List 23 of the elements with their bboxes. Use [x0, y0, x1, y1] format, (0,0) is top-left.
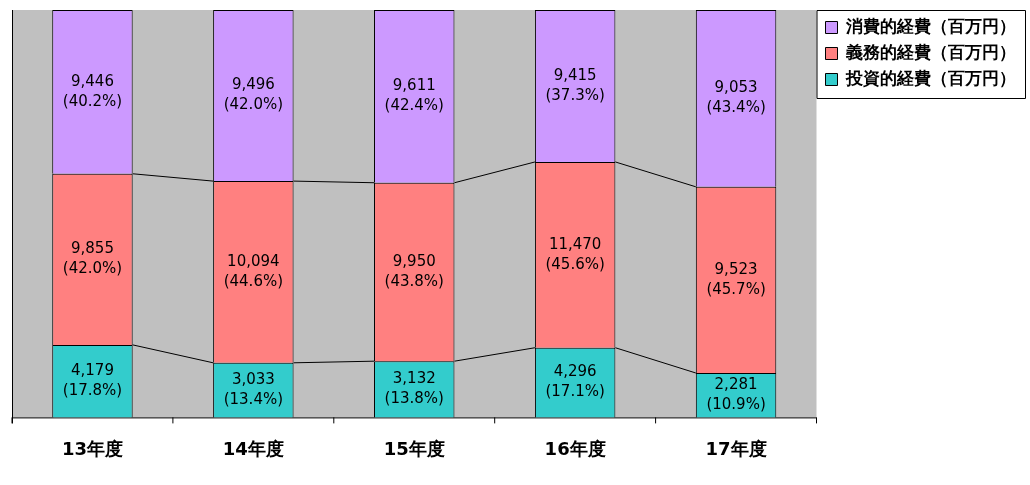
data-label: 11,470 (45.6%) [545, 234, 605, 273]
data-label: 9,053 (43.4%) [706, 78, 766, 117]
data-label: 3,033 (13.4%) [223, 369, 284, 408]
x-tick-label: 14年度 [222, 437, 284, 459]
data-label: 9,496 (42.0%) [223, 75, 284, 114]
data-label: 4,296 (17.1%) [545, 362, 605, 401]
data-label: 9,415 (37.3%) [545, 65, 605, 104]
data-label: 10,094 (44.6%) [223, 251, 284, 290]
legend-label: 義務的経費（百万円） [845, 41, 1016, 62]
data-label: 9,950 (43.8%) [384, 251, 444, 290]
data-label: 9,611 (42.4%) [384, 76, 444, 115]
x-tick-label: 17年度 [705, 437, 767, 459]
data-label: 9,523 (45.7%) [706, 259, 766, 298]
legend-label: 投資的経費（百万円） [845, 67, 1016, 88]
data-label: 3,132 (13.8%) [384, 369, 444, 408]
data-label: 9,855 (42.0%) [62, 239, 123, 278]
legend-label: 消費的経費（百万円） [845, 15, 1016, 36]
x-tick-label: 16年度 [544, 437, 606, 459]
x-tick-label: 15年度 [383, 437, 445, 459]
x-tick-label: 13年度 [61, 437, 123, 459]
data-label: 4,179 (17.8%) [62, 361, 123, 400]
data-label: 2,281 (10.9%) [706, 375, 766, 414]
data-label: 9,446 (40.2%) [62, 71, 123, 110]
